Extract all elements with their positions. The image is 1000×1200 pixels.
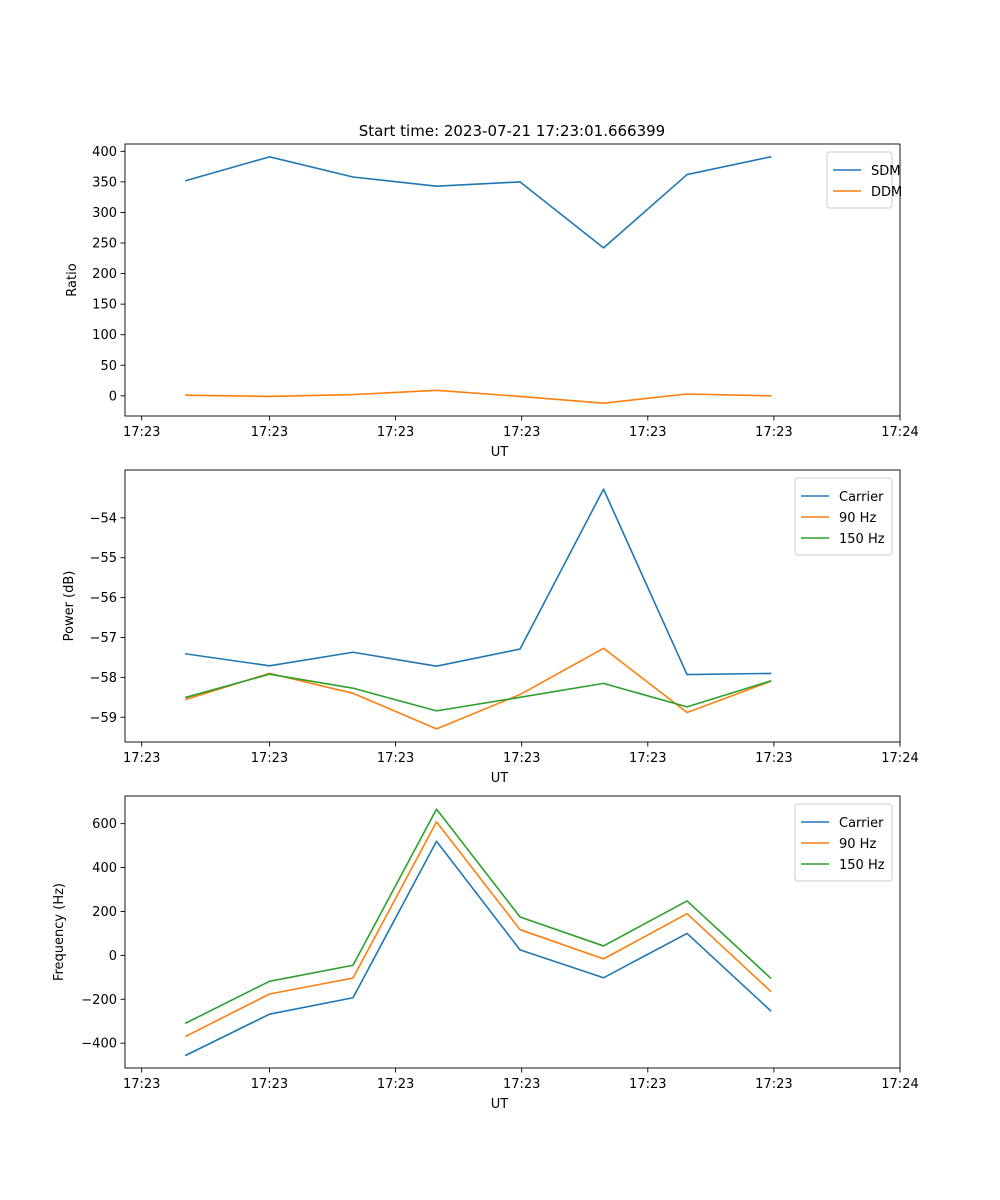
- x-tick-label: 17:23: [503, 1077, 540, 1092]
- legend-label: Carrier: [839, 816, 884, 831]
- legend-box: [794, 803, 893, 882]
- y-axis-label: Frequency (Hz): [52, 883, 67, 981]
- y-tick-label: 400: [92, 861, 117, 876]
- y-tick-label: 350: [92, 175, 117, 190]
- y-tick-label: −200: [81, 993, 117, 1008]
- x-tick-label: 17:23: [251, 1077, 288, 1092]
- x-tick-label: 17:23: [755, 1077, 792, 1092]
- legend-label: SDM: [871, 164, 900, 179]
- y-tick-label: 50: [100, 359, 117, 374]
- x-tick-label: 17:23: [123, 425, 160, 440]
- series-line-sdm: [184, 155, 772, 249]
- chart-panel-3: 17:23 17:23 17:23 17:23 17:23 17:23 17:24 −400 −…: [52, 795, 919, 1112]
- series-line-90-hz: [184, 821, 772, 1038]
- x-tick-label: 17:24: [881, 1077, 918, 1092]
- x-tick-label: 17:23: [755, 425, 792, 440]
- x-tick-label: 17:23: [377, 425, 414, 440]
- y-tick-label: −54: [90, 511, 117, 526]
- y-axis-label: Ratio: [65, 263, 80, 296]
- axes-frame: [124, 795, 901, 1069]
- plot-area: [125, 144, 900, 416]
- x-tick-label: 17:23: [629, 1077, 666, 1092]
- y-tick-label: 600: [92, 817, 117, 832]
- y-axis-label: Power (dB): [62, 571, 77, 642]
- legend-box: [794, 477, 893, 556]
- y-tick-label: 0: [109, 389, 117, 404]
- x-tick-label: 17:23: [503, 425, 540, 440]
- axes-frame: [124, 143, 901, 417]
- series-line-carrier: [184, 840, 772, 1057]
- figure-title: Start time: 2023-07-21 17:23:01.666399: [359, 122, 665, 140]
- chart-panel-1: 17:23 17:23 17:23 17:23 17:23 17:23 17:24 0 50 10…: [65, 143, 919, 460]
- y-tick-label: 200: [92, 905, 117, 920]
- y-tick-label: 200: [92, 267, 117, 282]
- x-tick-label: 17:23: [755, 751, 792, 766]
- x-tick-label: 17:23: [377, 751, 414, 766]
- legend-label: 150 Hz: [839, 532, 885, 547]
- x-tick-label: 17:23: [123, 751, 160, 766]
- x-tick-label: 17:23: [629, 751, 666, 766]
- y-tick-label: −400: [81, 1037, 117, 1052]
- x-tick-label: 17:23: [123, 1077, 160, 1092]
- y-tick-label: −56: [90, 591, 117, 606]
- x-axis-label: UT: [491, 771, 509, 786]
- legend: Carrier 90 Hz 150 Hz: [794, 803, 893, 882]
- plot-area: [125, 796, 900, 1068]
- x-tick-label: 17:23: [377, 1077, 414, 1092]
- series-line-carrier: [185, 488, 772, 676]
- legend-label: 90 Hz: [839, 511, 876, 526]
- x-tick-label: 17:23: [251, 425, 288, 440]
- plot-area: [125, 470, 900, 742]
- legend-label: Carrier: [839, 490, 884, 505]
- series-line-150-hz: [184, 808, 772, 1025]
- x-tick-label: 17:24: [881, 425, 918, 440]
- y-tick-label: 400: [92, 145, 117, 160]
- y-tick-label: −55: [90, 551, 117, 566]
- y-tick-label: 300: [92, 206, 117, 221]
- series-line-ddm: [185, 389, 772, 404]
- axes-frame: [124, 469, 901, 743]
- x-tick-label: 17:23: [503, 751, 540, 766]
- x-axis-label: UT: [491, 445, 509, 460]
- x-tick-label: 17:23: [629, 425, 666, 440]
- y-tick-label: −59: [90, 711, 117, 726]
- y-tick-label: −57: [90, 631, 117, 646]
- legend-label: DDM: [871, 185, 902, 200]
- y-tick-label: −58: [90, 671, 117, 686]
- x-axis-label: UT: [491, 1097, 509, 1112]
- legend-box: [826, 151, 893, 209]
- y-tick-label: 250: [92, 237, 117, 252]
- chart-panel-2: 17:23 17:23 17:23 17:23 17:23 17:23 17:24 −59 −5…: [62, 469, 919, 786]
- legend-label: 150 Hz: [839, 858, 885, 873]
- legend: SDM DDM: [826, 151, 902, 209]
- series-line-150-hz: [184, 673, 772, 712]
- legend-label: 90 Hz: [839, 837, 876, 852]
- y-tick-label: 150: [92, 298, 117, 313]
- y-tick-label: 0: [109, 949, 117, 964]
- legend: Carrier 90 Hz 150 Hz: [794, 477, 893, 556]
- y-tick-label: 100: [92, 328, 117, 343]
- x-tick-label: 17:23: [251, 751, 288, 766]
- x-tick-label: 17:24: [881, 751, 918, 766]
